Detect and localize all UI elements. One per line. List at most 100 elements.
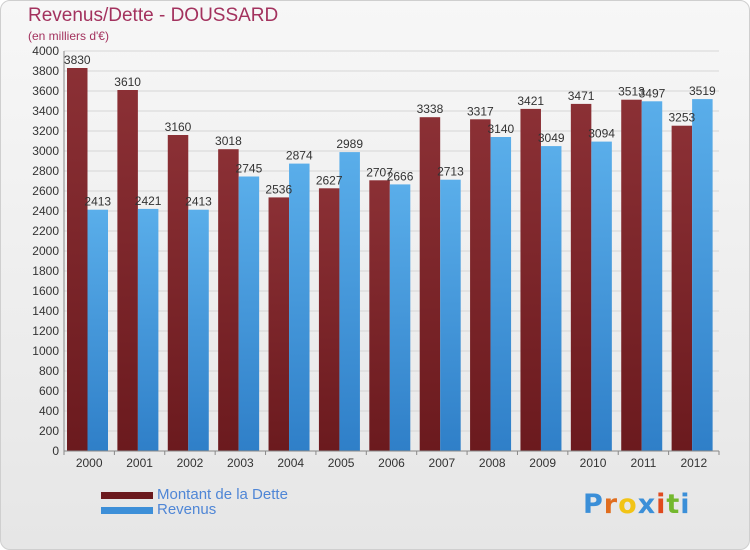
value-label-revenus: 3519 (689, 84, 716, 98)
x-tick-label: 2000 (76, 456, 103, 470)
logo-letter: o (618, 489, 638, 520)
legend-item-revenus: Revenus (101, 502, 288, 517)
legend-swatch-revenus (101, 506, 153, 514)
logo-letter: r (603, 489, 619, 520)
value-label-dette: 3421 (517, 94, 544, 108)
y-tick-label: 4000 (32, 44, 59, 58)
value-label-dette: 2707 (366, 165, 393, 179)
bar-dette-2012 (671, 125, 693, 451)
x-tick-label: 2010 (580, 456, 607, 470)
value-label-dette: 3338 (417, 102, 444, 116)
x-tick-label: 2009 (529, 456, 556, 470)
value-label-dette: 3160 (165, 120, 192, 134)
y-tick-label: 2800 (32, 164, 59, 178)
x-tick-label: 2004 (277, 456, 304, 470)
x-tick-label: 2007 (429, 456, 456, 470)
chart-title: Revenus/Dette - DOUSSARD (28, 5, 279, 26)
value-label-dette: 3830 (64, 53, 91, 67)
value-label-dette: 3253 (669, 111, 696, 125)
logo-letter: P (583, 489, 604, 520)
legend: Montant de la Dette Revenus (101, 487, 288, 517)
y-tick-label: 1000 (32, 344, 59, 358)
bar-revenus-2008 (490, 137, 512, 451)
value-label-revenus: 3497 (639, 86, 666, 100)
legend-label-dette: Montant de la Dette (157, 486, 288, 503)
bar-revenus-2001 (137, 208, 159, 451)
bar-dette-2009 (520, 108, 541, 452)
legend-label-revenus: Revenus (157, 501, 217, 518)
y-tick-label: 3200 (32, 124, 59, 138)
y-tick-label: 600 (39, 384, 59, 398)
value-label-revenus: 3140 (487, 122, 514, 136)
bar-revenus-2003 (238, 176, 260, 451)
value-label-dette: 2536 (265, 182, 292, 196)
value-label-dette: 3317 (467, 104, 494, 118)
bar-revenus-2005 (339, 152, 360, 451)
y-tick-label: 200 (39, 424, 59, 438)
y-tick-label: 2400 (32, 204, 59, 218)
value-label-dette: 3610 (114, 75, 141, 89)
value-label-revenus: 2989 (336, 137, 363, 151)
x-tick-label: 2001 (126, 456, 153, 470)
bar-revenus-2000 (87, 209, 108, 451)
x-tick-label: 2005 (328, 456, 355, 470)
value-label-dette: 2627 (316, 173, 343, 187)
logo-letter: i (656, 489, 667, 520)
value-label-revenus: 3049 (538, 131, 565, 145)
value-label-dette: 3513 (618, 85, 645, 99)
bar-dette-2006 (369, 180, 390, 452)
y-tick-label: 3800 (32, 64, 59, 78)
y-tick-label: 2600 (32, 184, 59, 198)
value-label-dette: 3471 (568, 89, 595, 103)
y-tick-label: 3400 (32, 104, 59, 118)
value-label-dette: 3018 (215, 134, 242, 148)
value-label-revenus: 2745 (236, 162, 263, 176)
y-tick-label: 3000 (32, 144, 59, 158)
value-label-revenus: 2713 (437, 165, 464, 179)
bar-revenus-2012 (692, 99, 713, 451)
logo-letter: x (637, 489, 657, 520)
bar-dette-2003 (218, 149, 239, 451)
chart-subtitle: (en milliers d'€) (28, 29, 109, 43)
proxiti-logo: Proxiti (583, 489, 691, 520)
y-tick-label: 400 (39, 404, 59, 418)
bar-dette-2004 (268, 197, 290, 451)
bar-revenus-2006 (389, 184, 411, 451)
y-tick-label: 800 (39, 364, 59, 378)
bar-revenus-2010 (591, 141, 612, 451)
bar-revenus-2011 (641, 101, 663, 452)
value-label-revenus: 2413 (84, 195, 111, 209)
bar-dette-2011 (621, 99, 642, 451)
bar-revenus-2007 (440, 179, 461, 451)
x-tick-label: 2002 (177, 456, 204, 470)
bar-dette-2002 (167, 135, 189, 451)
legend-swatch-dette (101, 491, 153, 499)
y-tick-label: 1400 (32, 304, 59, 318)
axes: 0 200 400 600 800 1000 1200 1400 1600 1800 2000 220… (32, 44, 720, 470)
bar-dette-2008 (470, 119, 491, 452)
logo-letter: i (680, 489, 691, 520)
value-label-revenus: 2874 (286, 149, 313, 163)
y-tick-label: 2000 (32, 244, 59, 258)
y-tick-label: 1200 (32, 324, 59, 338)
x-tick-label: 2008 (479, 456, 506, 470)
y-tick-label: 1800 (32, 264, 59, 278)
bar-dette-2007 (419, 117, 441, 451)
y-tick-label: 1600 (32, 284, 59, 298)
y-tick-label: 3600 (32, 84, 59, 98)
bar-dette-2005 (318, 188, 340, 452)
x-tick-label: 2011 (631, 456, 657, 470)
y-tick-label: 2200 (32, 224, 59, 238)
bar-dette-2000 (67, 68, 88, 451)
legend-item-dette: Montant de la Dette (101, 487, 288, 502)
bars (67, 68, 713, 452)
y-tick-label: 0 (52, 444, 59, 458)
x-tick-label: 2012 (680, 456, 707, 470)
bar-revenus-2002 (188, 209, 209, 451)
x-tick-label: 2006 (378, 456, 405, 470)
bar-dette-2010 (570, 103, 592, 452)
bar-dette-2001 (117, 90, 138, 451)
